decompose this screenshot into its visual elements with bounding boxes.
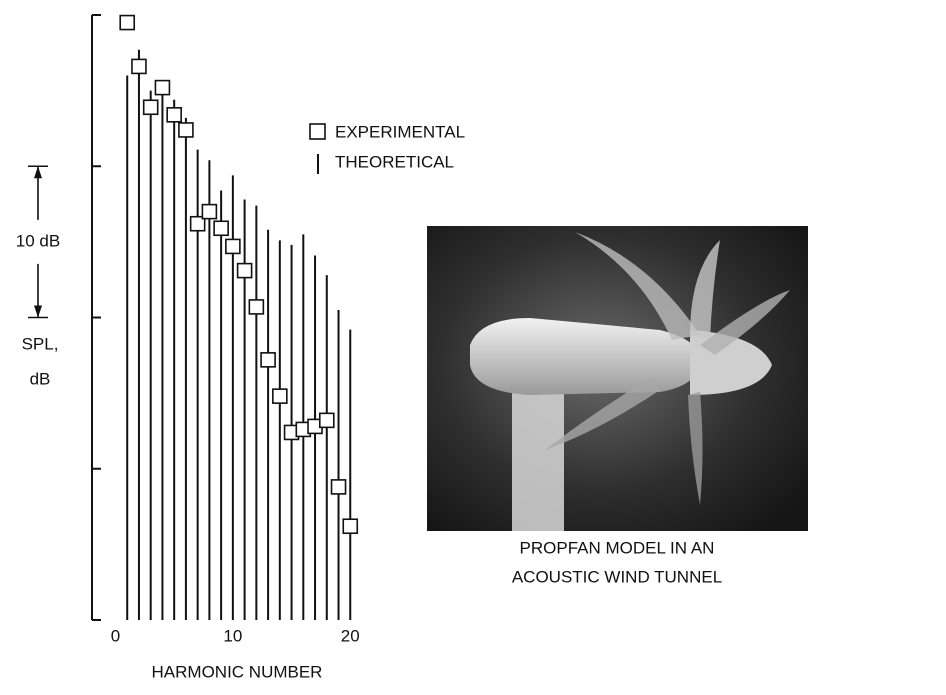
experimental-point bbox=[318, 412, 335, 429]
photo bbox=[427, 226, 808, 531]
scale-bar-arrow bbox=[34, 305, 42, 318]
experimental-point bbox=[330, 479, 347, 495]
experimental-point bbox=[248, 299, 265, 315]
experimental-point bbox=[225, 238, 241, 255]
caption: ACOUSTIC WIND TUNNEL bbox=[512, 567, 722, 586]
x-tick-label: 0 bbox=[111, 626, 120, 645]
y-axis-label: dB bbox=[30, 369, 51, 388]
legend-label: EXPERIMENTAL bbox=[335, 122, 465, 141]
experimental-point bbox=[342, 518, 359, 535]
experimental-point bbox=[213, 220, 229, 237]
scale-bar-arrow bbox=[34, 166, 42, 179]
x-axis-label: HARMONIC NUMBER bbox=[152, 662, 323, 681]
legend-label: THEORETICAL bbox=[335, 152, 454, 171]
legend: EXPERIMENTAL THEORETICAL bbox=[309, 122, 465, 174]
scale-bar-label: 10 dB bbox=[16, 231, 60, 250]
experimental-point bbox=[201, 203, 218, 220]
experimental-point bbox=[272, 388, 288, 404]
experimental-point bbox=[119, 14, 136, 31]
x-tick-label: 20 bbox=[341, 626, 360, 645]
experimental-point bbox=[154, 79, 171, 96]
experimental-point bbox=[166, 107, 182, 123]
caption: PROPFAN MODEL IN AN bbox=[520, 538, 715, 557]
legend-symbol bbox=[309, 123, 326, 140]
x-tick-label: 10 bbox=[223, 626, 242, 645]
y-axis-label: SPL, bbox=[22, 334, 59, 353]
experimental-point bbox=[131, 58, 147, 75]
experimental-point bbox=[189, 215, 206, 232]
experimental-point bbox=[142, 99, 159, 116]
experimental-point bbox=[260, 352, 276, 368]
experimental-point bbox=[178, 122, 194, 138]
experimental-point bbox=[236, 262, 253, 279]
